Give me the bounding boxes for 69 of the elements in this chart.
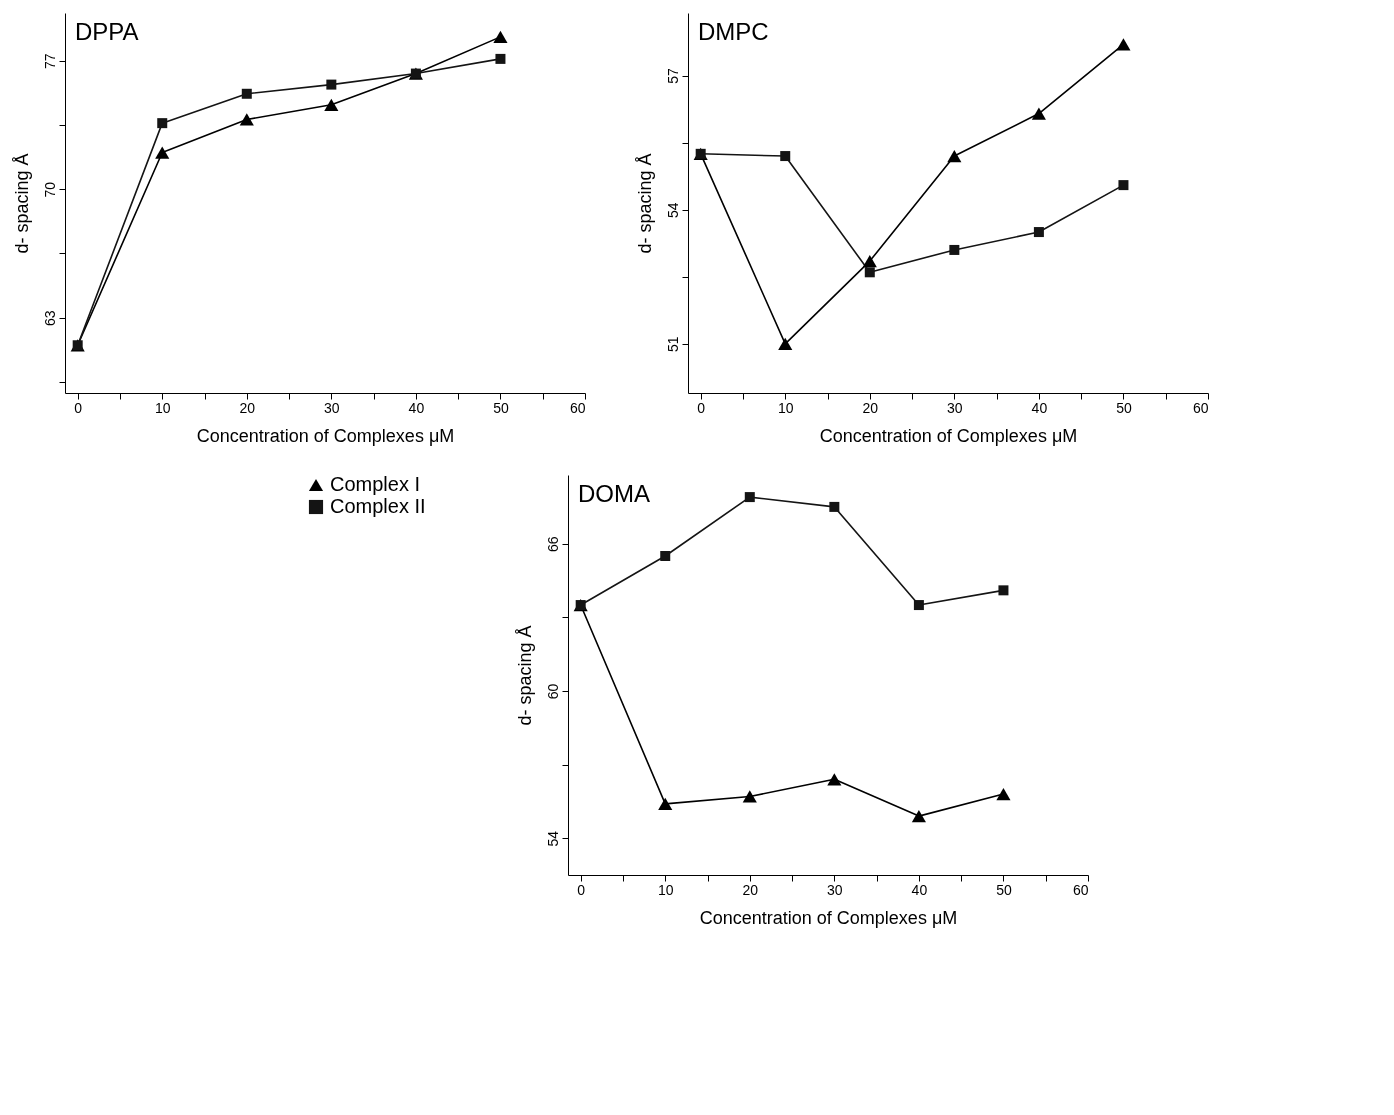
x-tick-label: 30 (324, 399, 340, 416)
x-tick-label: 60 (1192, 399, 1209, 416)
point (1031, 107, 1046, 120)
x-tick-label: 50 (493, 399, 509, 416)
x-tick-label: 60 (1072, 881, 1089, 898)
x-tick-label: 10 (657, 881, 674, 898)
y-tick-label: 51 (664, 336, 681, 353)
x-tick-label: 10 (154, 399, 171, 416)
point (241, 88, 252, 99)
point (493, 30, 508, 43)
point (862, 254, 877, 268)
legend-label: Complex I (329, 473, 420, 495)
point (911, 809, 926, 823)
point (947, 149, 962, 163)
x-tick-label: 20 (862, 399, 879, 416)
point (913, 600, 924, 611)
x-tick-label: 50 (995, 881, 1012, 898)
y-tick-label: 57 (664, 68, 681, 84)
y-tick-label: 66 (544, 536, 560, 552)
y-tick-label: 60 (544, 683, 560, 700)
point (1033, 227, 1044, 238)
x-tick-label: 50 (1116, 399, 1132, 416)
point (744, 492, 755, 503)
y-tick-label: 54 (544, 830, 560, 847)
point (326, 79, 337, 90)
point (864, 267, 875, 278)
x-tick-label: 10 (777, 399, 794, 416)
point (826, 773, 841, 786)
legend-label: Complex II (329, 495, 426, 517)
y-tick-label: 77 (41, 53, 58, 70)
x-tick-label: 30 (947, 399, 963, 416)
x-tick-label: 40 (1031, 399, 1048, 416)
x-tick-label: 0 (697, 399, 706, 416)
x-axis-title: Concentration of Complexes μM (196, 425, 455, 446)
x-tick-label: 20 (239, 399, 256, 416)
point (239, 113, 254, 126)
point (742, 790, 757, 803)
point (157, 118, 168, 129)
x-tick-label: 0 (576, 881, 585, 898)
x-tick-label: 40 (408, 399, 425, 416)
y-axis-title: d- spacing Å (634, 153, 655, 254)
point (1116, 38, 1131, 51)
y-tick-label: 63 (41, 310, 58, 327)
x-axis-title: Concentration of Complexes μM (819, 425, 1078, 446)
x-axis-title: Concentration of Complexes μM (699, 907, 957, 928)
x-tick-label: 30 (826, 881, 843, 898)
x-tick-label: 60 (569, 399, 586, 416)
y-tick-label: 70 (41, 181, 58, 198)
point (657, 797, 672, 810)
point (659, 550, 670, 561)
point (949, 244, 960, 255)
chart-title: DOMA (577, 480, 650, 507)
point (995, 787, 1011, 801)
y-axis-title: d- spacing Å (514, 625, 534, 726)
chart-title: DMPC (698, 18, 769, 45)
point (778, 337, 793, 350)
point (495, 53, 506, 64)
x-tick-label: 40 (911, 881, 927, 898)
point (997, 585, 1008, 596)
point (324, 98, 339, 111)
x-tick-label: 0 (74, 399, 83, 416)
point (155, 146, 170, 159)
chart-title: DPPA (75, 18, 139, 45)
x-tick-label: 20 (742, 881, 758, 898)
point (780, 151, 791, 162)
y-tick-label: 54 (664, 202, 681, 218)
point (828, 501, 839, 512)
y-axis-title: d- spacing Å (11, 153, 32, 254)
point (1118, 180, 1129, 191)
